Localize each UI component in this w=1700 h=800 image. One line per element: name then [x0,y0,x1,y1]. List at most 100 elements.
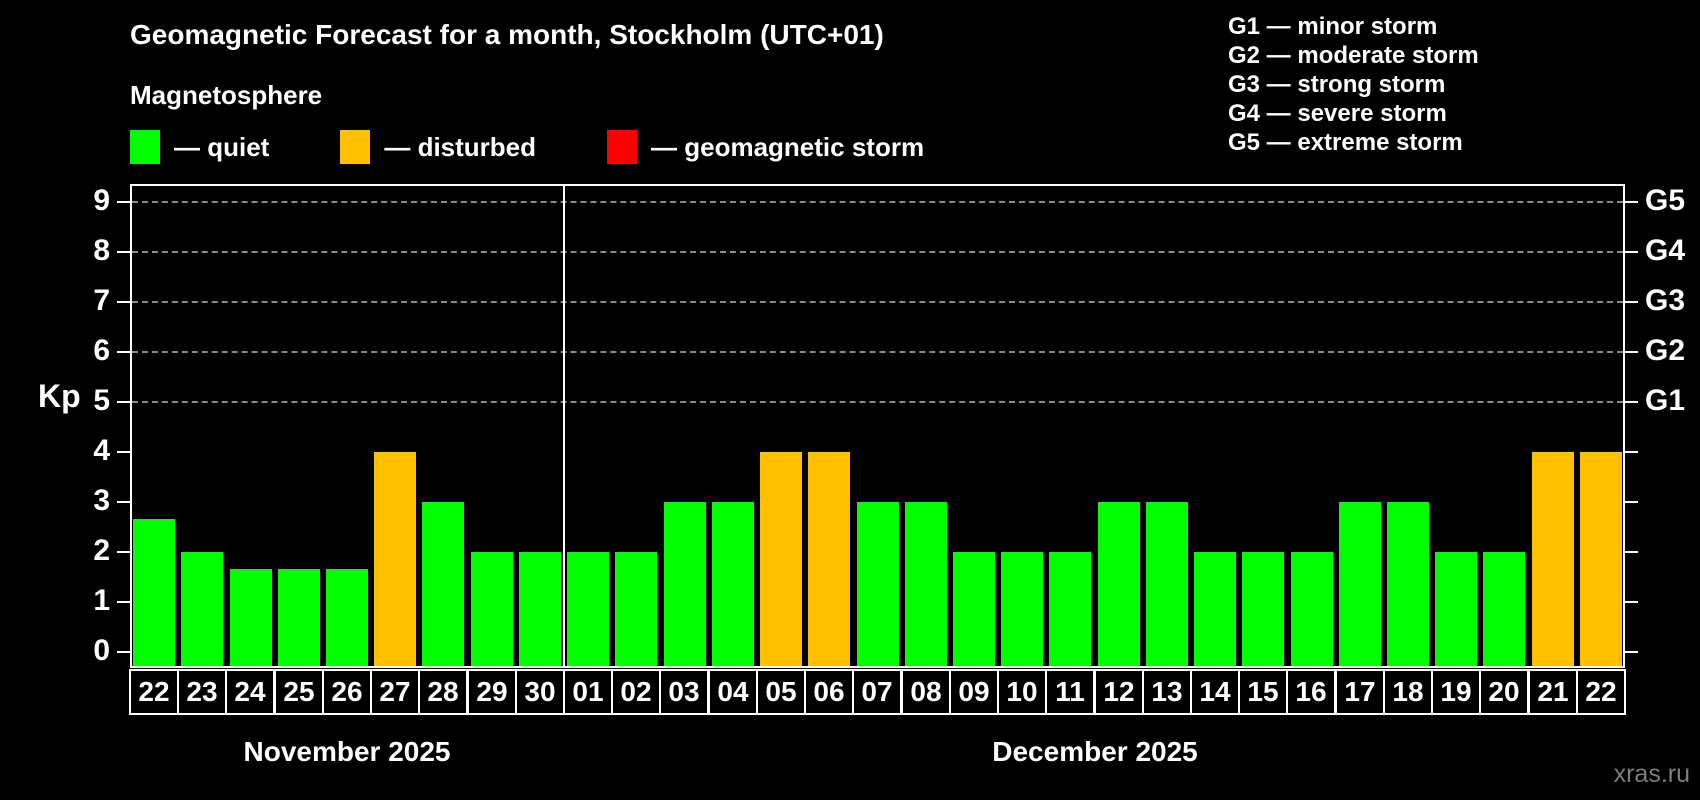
y-tick-left [117,251,130,253]
right-axis-label-g2: G2 [1645,334,1686,367]
chart-subtitle: Magnetosphere [130,80,323,110]
y-tick-label-2: 2 [93,534,110,567]
legend-label-quiet: — quiet [174,131,270,162]
x-tick-label: 22 [129,669,179,715]
chart-title: Geomagnetic Forecast for a month, Stockh… [130,19,884,50]
x-tick-label: 12 [1094,669,1144,715]
kp-bar-07 [857,502,899,666]
legend-item-storm: — geomagnetic storm [607,130,924,164]
storm-scale-line: G1 — minor storm [1228,13,1438,40]
y-tick-left [117,451,130,453]
x-tick-label: 22 [1576,669,1626,715]
x-tick-label: 26 [322,669,372,715]
kp-bar-17 [1339,502,1381,666]
y-tick-right [1625,401,1638,403]
kp-bar-08 [905,502,947,666]
kp-bar-10 [1001,552,1043,666]
y-tick-right [1625,201,1638,203]
legend-item-quiet: — quiet [130,130,269,164]
kp-bar-11 [1049,552,1091,666]
x-tick-label: 04 [708,669,758,715]
x-tick-label: 23 [177,669,227,715]
y-tick-label-6: 6 [93,334,110,367]
disturbed-swatch-icon [340,130,371,164]
y-tick-right [1625,601,1638,603]
gridline-kp8 [132,251,1623,253]
legend-item-disturbed: — disturbed [340,130,536,164]
kp-bar-24 [230,568,272,666]
x-tick-label: 02 [611,669,661,715]
kp-bar-12 [1098,502,1140,666]
kp-bar-22 [133,518,175,666]
x-tick-label: 27 [370,669,420,715]
x-tick-label: 30 [515,669,565,715]
y-tick-left [117,651,130,653]
kp-bar-30 [519,552,561,666]
x-tick-label: 05 [756,669,806,715]
x-tick-label: 29 [467,669,517,715]
y-tick-right [1625,551,1638,553]
condition-legend: — quiet — disturbed — geomagnetic storm [130,130,924,164]
x-tick-label: 19 [1431,669,1481,715]
kp-bar-27 [374,452,416,666]
storm-scale-line: G5 — extreme storm [1228,129,1463,156]
y-tick-label-1: 1 [93,584,110,617]
legend-label-storm: — geomagnetic storm [651,131,925,162]
kp-bar-28 [422,502,464,666]
kp-bar-13 [1146,502,1188,666]
right-axis-label-g1: G1 [1645,384,1686,417]
kp-bar-02 [615,552,657,666]
quiet-swatch-icon [130,130,160,164]
kp-bar-22 [1580,452,1622,666]
right-axis-label-g5: G5 [1645,184,1686,217]
gridline-kp7 [132,301,1623,303]
x-tick-label: 24 [225,669,275,715]
y-tick-right [1625,301,1638,303]
y-tick-left [117,501,130,503]
y-tick-left [117,301,130,303]
y-tick-left [117,551,130,553]
x-tick-label: 11 [1045,669,1095,715]
kp-bar-14 [1194,552,1236,666]
y-tick-label-9: 9 [93,184,110,217]
right-axis-label-g4: G4 [1645,234,1686,267]
y-tick-left [117,401,130,403]
y-tick-right [1625,651,1638,653]
x-tick-label: 17 [1335,669,1385,715]
right-axis-label-g3: G3 [1645,284,1686,317]
y-tick-left [117,601,130,603]
storm-scale-line: G2 — moderate storm [1228,42,1479,69]
x-tick-label: 01 [563,669,613,715]
legend-label-disturbed: — disturbed [384,131,537,162]
x-tick-label: 18 [1383,669,1433,715]
kp-bar-25 [278,568,320,666]
y-tick-left [117,351,130,353]
x-tick-label: 21 [1528,669,1578,715]
gridline-kp6 [132,351,1623,353]
storm-scale-legend: G1 — minor storm G2 — moderate storm G3 — … [1228,12,1479,157]
month-label: December 2025 [992,736,1198,767]
kp-bar-01 [567,552,609,666]
storm-swatch-icon [607,130,638,164]
y-tick-right [1625,251,1638,253]
kp-bar-21 [1532,452,1574,666]
y-tick-label-0: 0 [93,634,110,667]
kp-bar-26 [326,568,368,666]
y-axis-label: Kp [38,378,81,414]
kp-bar-15 [1242,552,1284,666]
kp-bar-20 [1483,552,1525,666]
y-tick-label-3: 3 [93,484,110,517]
gridline-kp9 [132,201,1623,203]
watermark: xras.ru [1613,760,1690,788]
x-tick-label: 20 [1479,669,1529,715]
kp-bar-23 [181,552,223,666]
gridline-kp5 [132,401,1623,403]
kp-bar-09 [953,552,995,666]
x-tick-label: 10 [997,669,1047,715]
x-tick-label: 13 [1142,669,1192,715]
kp-bar-16 [1291,552,1333,666]
kp-bar-29 [471,552,513,666]
kp-bar-03 [664,502,706,666]
x-tick-label: 06 [804,669,854,715]
